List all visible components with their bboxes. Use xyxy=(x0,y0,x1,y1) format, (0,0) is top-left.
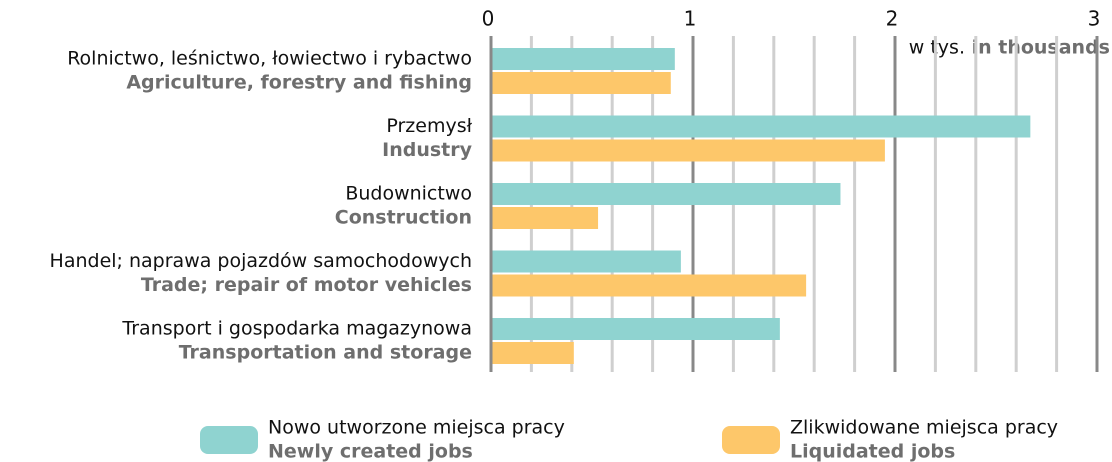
category-label-en: Industry xyxy=(382,139,472,161)
bar xyxy=(491,318,780,340)
category-label-en: Transportation and storage xyxy=(179,342,472,364)
bar xyxy=(491,207,599,229)
x-tick-label: 0 xyxy=(482,7,495,31)
bar xyxy=(491,274,807,297)
category-label-en: Construction xyxy=(335,207,472,229)
category-label-en: Trade; repair of motor vehicles xyxy=(141,274,472,296)
x-tick-label: 1 xyxy=(684,7,697,31)
x-tick-label: 2 xyxy=(886,7,899,31)
bar xyxy=(491,183,841,205)
category-label: Transport i gospodarka magazynowa xyxy=(121,318,472,340)
category-label: Przemysł xyxy=(386,115,472,137)
unit-label-en: in thousands xyxy=(972,37,1110,59)
category-label: Budownictwo xyxy=(345,183,472,205)
bar xyxy=(491,48,675,70)
category-label: Handel; naprawa pojazdów samochodowych xyxy=(50,250,472,272)
bar xyxy=(491,342,574,364)
legend-label-en: Newly created jobs xyxy=(268,441,473,462)
bar xyxy=(491,72,671,94)
bar xyxy=(491,250,681,273)
x-tick-label: 3 xyxy=(1088,7,1101,31)
category-label-en: Agriculture, forestry and fishing xyxy=(126,72,472,94)
bar xyxy=(491,139,885,162)
legend-label-en: Liquidated jobs xyxy=(790,441,955,462)
category-label: Rolnictwo, leśnictwo, łowiectwo i rybact… xyxy=(67,48,472,70)
legend-swatch xyxy=(722,426,780,454)
legend-label: Nowo utworzone miejsca pracy xyxy=(268,417,565,439)
legend-swatch xyxy=(200,426,258,454)
bar xyxy=(491,115,1031,138)
legend-label: Zlikwidowane miejsca pracy xyxy=(790,417,1058,439)
